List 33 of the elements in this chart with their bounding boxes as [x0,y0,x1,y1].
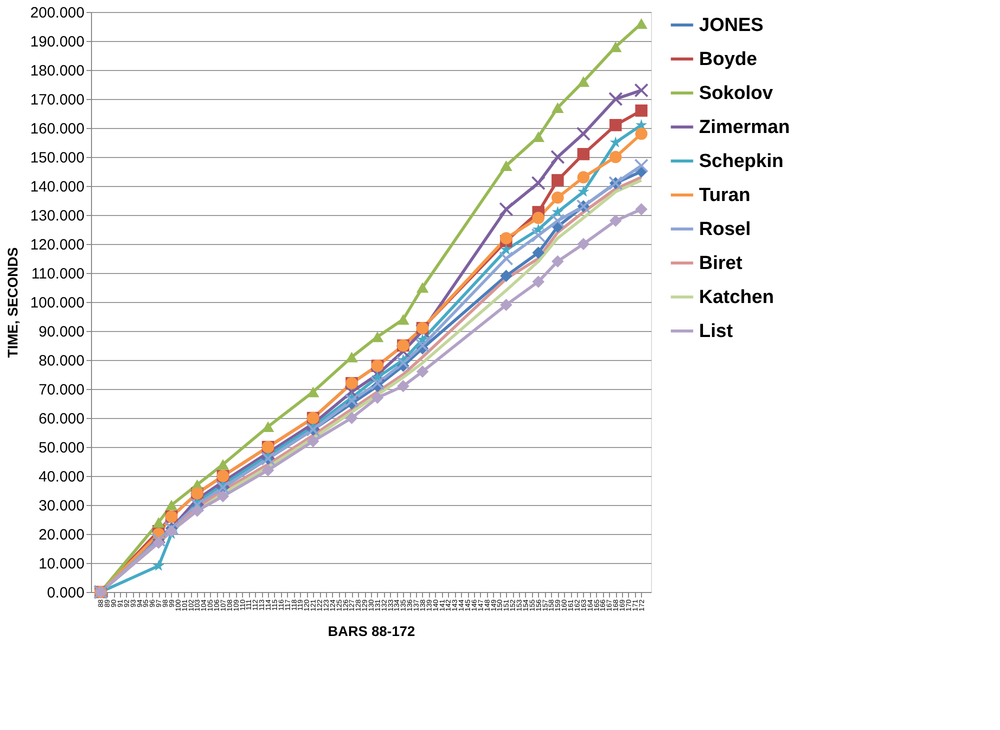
legend-label: JONES [699,15,764,36]
y-tick-label: 20.000 [38,526,84,544]
y-tick-label: 90.000 [38,324,84,340]
y-tick-label: 170.000 [30,92,84,108]
y-tick-label: 160.000 [30,120,84,138]
y-tick-label: 190.000 [30,34,84,50]
y-tick-label: 140.000 [30,178,84,196]
y-tick-label: 30.000 [38,498,84,514]
y-tick-label: 50.000 [38,440,84,456]
y-tick-label: 100.000 [30,294,84,312]
y-tick-label: 200.000 [30,4,84,22]
legend-label: Rosel [699,219,751,240]
legend-label: Turan [699,185,750,206]
y-tick-label: 120.000 [30,236,84,254]
y-tick-label: 10.000 [38,556,84,572]
y-tick-label: 80.000 [38,352,84,370]
legend-label: Sokolov [699,83,774,104]
y-tick-label: 70.000 [38,382,84,398]
y-tick-label: 0.000 [46,584,84,602]
legend-label: List [699,321,734,342]
legend-label: Katchen [699,287,774,308]
legend-label: Boyde [699,49,758,70]
y-tick-label: 180.000 [30,62,84,80]
y-axis-title: TIME, SECONDS [4,247,20,358]
y-tick-label: 60.000 [38,410,84,428]
y-tick-label: 40.000 [38,468,84,486]
y-tick-label: 110.000 [31,266,84,282]
x-axis-title: BARS 88-172 [328,623,416,640]
y-tick-label: 150.000 [30,150,84,166]
legend-label: Biret [699,253,743,274]
y-tick-label: 130.000 [30,208,84,224]
legend-label: Zimerman [699,117,790,138]
legend-label: Schepkin [699,151,784,172]
